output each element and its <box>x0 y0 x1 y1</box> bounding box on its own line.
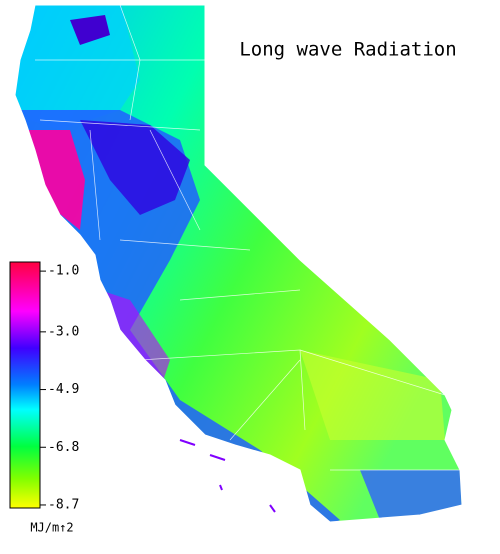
map-title: Long wave Radiation <box>239 39 456 61</box>
county-lines <box>35 4 460 471</box>
colorbar: -1.0 -3.0 -4.9 -6.8 -8.7 <box>9 261 79 512</box>
colorbar-tick-label: -8.7 <box>48 497 79 512</box>
colorbar-unit: MJ/m↑2 <box>30 521 73 535</box>
colorbar-tick-label: -6.8 <box>48 440 79 455</box>
colorbar-tick-label: -1.0 <box>48 264 79 279</box>
colorbar-tick-label: -4.9 <box>48 382 79 397</box>
islands <box>179 439 276 513</box>
colorbar-tick-label: -3.0 <box>48 324 79 339</box>
california-map <box>14 4 463 523</box>
colorbar-scale <box>9 261 41 509</box>
